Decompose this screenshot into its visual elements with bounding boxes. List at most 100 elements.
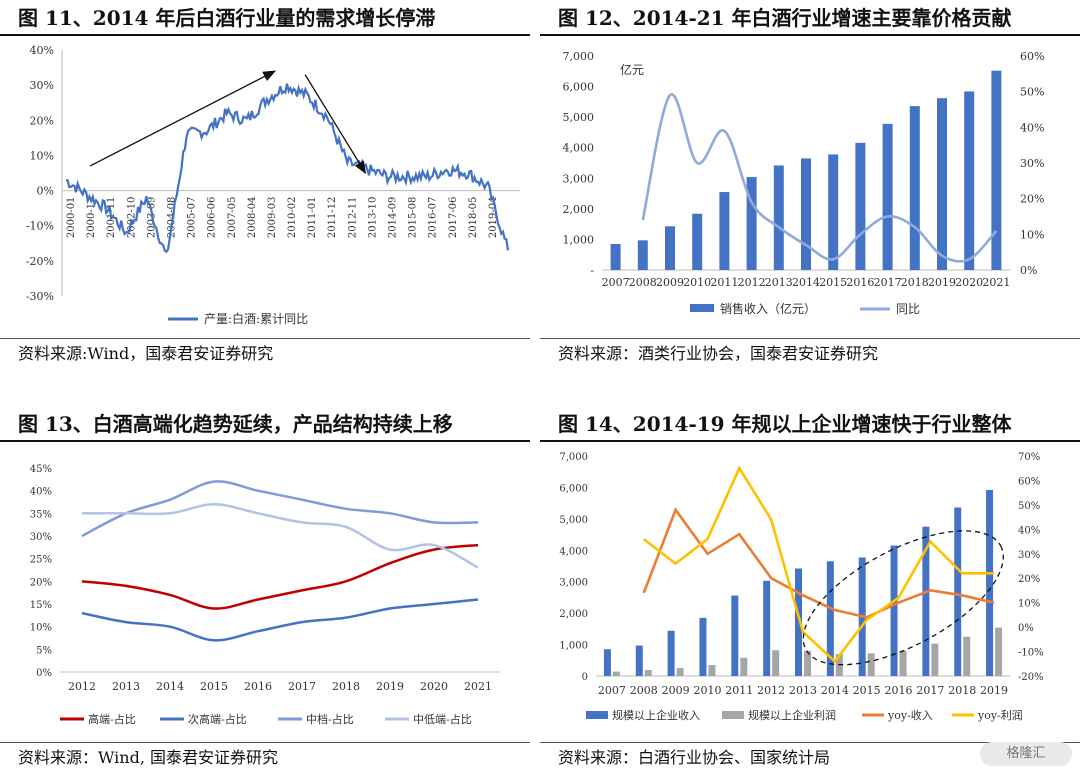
unit-label: 亿元 <box>620 62 644 77</box>
y-right-tick-label: -10% <box>1018 648 1044 659</box>
y-tick-label: 20% <box>30 577 52 588</box>
chart-title: 图 14、2014-19 年规以上企业增速快于行业整体 <box>540 406 1080 442</box>
x-tick-label: 2019 <box>928 276 956 289</box>
bar-profit <box>867 653 875 676</box>
bar-profit <box>804 650 811 676</box>
y-left-tick-label: 4,000 <box>563 142 595 155</box>
x-tick-label: 2012 <box>738 276 766 289</box>
x-tick-label: 2019 <box>376 680 404 693</box>
x-tick-label: 2021 <box>982 276 1010 289</box>
y-tick-label: 10% <box>30 149 54 162</box>
x-tick-label: 2016-07 <box>428 197 439 239</box>
bar-profit <box>995 627 1003 676</box>
chart-title: 图 11、2014 年后白酒行业量的需求增长停滞 <box>0 0 530 36</box>
x-tick-label: 2011-01 <box>307 197 318 239</box>
chart-title: 图 13、白酒高端化趋势延续，产品结构持续上移 <box>0 406 530 442</box>
bar-revenue <box>637 240 648 270</box>
x-tick-label: 2014 <box>792 276 820 289</box>
y-tick-label: 45% <box>30 464 52 475</box>
x-tick-label: 2018 <box>948 684 976 697</box>
y-tick-label: -20% <box>26 255 54 268</box>
y-tick-label: 15% <box>30 600 52 611</box>
y-right-tick-label: 20% <box>1018 574 1040 585</box>
bar-revenue <box>909 106 920 270</box>
series-line <box>81 480 479 538</box>
x-tick-label: 2013 <box>112 680 140 693</box>
y-left-tick-label: - <box>590 264 594 277</box>
y-tick-label: 30% <box>30 79 54 92</box>
y-left-tick-label: 6,000 <box>559 483 588 494</box>
x-tick-label: 2018 <box>332 680 360 693</box>
bar-revenue <box>795 568 802 676</box>
x-tick-label: 2018 <box>901 276 929 289</box>
chart-panel-4: 图 14、2014-19 年规以上企业增速快于行业整体 7,000 6,000 5,… <box>540 406 1080 774</box>
legend-label: 规模以上企业利润 <box>748 708 836 722</box>
y-right-tick-label: 0% <box>1018 623 1034 634</box>
y-left-tick-label: 5,000 <box>563 111 595 124</box>
x-tick-label: 2002-10 <box>126 197 137 239</box>
series-line <box>65 83 510 254</box>
y-right-tick-label: 20% <box>1020 193 1044 206</box>
y-tick-label: 5% <box>36 645 52 656</box>
x-tick-label: 2007-05 <box>227 197 238 239</box>
yoy-line <box>641 93 998 263</box>
legend-label: 次高端-占比 <box>188 712 247 726</box>
bar-profit <box>612 671 620 676</box>
bar-revenue <box>986 489 994 676</box>
legend-label: 高端-占比 <box>88 712 136 726</box>
legend-label: 中低端-占比 <box>413 712 472 726</box>
x-tick-label: 2015 <box>819 276 847 289</box>
x-tick-label: 2015-08 <box>408 197 419 239</box>
x-tick-label: 2012 <box>68 680 96 693</box>
y-tick-label: 40% <box>30 487 52 498</box>
legend-label: 规模以上企业收入 <box>612 708 700 722</box>
series-line <box>81 598 479 642</box>
y-tick-label: 10% <box>30 623 52 634</box>
highlight-ellipse <box>802 530 1004 666</box>
y-tick-label: 40% <box>30 44 54 57</box>
bar-revenue <box>665 226 675 270</box>
bar-profit <box>708 665 716 676</box>
x-tick-label: 2017 <box>916 684 944 697</box>
bar-revenue <box>937 98 947 270</box>
x-tick-label: 2017-06 <box>448 197 459 239</box>
chart-panel-1: 图 11、2014 年后白酒行业量的需求增长停滞 40% 30% 20% 10% 0% -… <box>0 0 530 372</box>
x-tick-label: 2014-09 <box>388 197 399 239</box>
x-tick-label: 2011 <box>725 684 753 697</box>
x-tick-label: 2016 <box>846 276 874 289</box>
y-right-tick-label: 40% <box>1018 525 1040 536</box>
x-tick-label: 2010-02 <box>287 197 298 239</box>
bar-revenue <box>603 649 611 676</box>
chart-panel-2: 图 12、2014-21 年白酒行业增速主要靠价格贡献 7,000 6,000 5,… <box>540 0 1080 372</box>
y-tick-label: 0% <box>37 185 54 198</box>
y-right-tick-label: 40% <box>1020 121 1044 134</box>
bar-profit <box>740 657 748 676</box>
x-tick-label: 2013 <box>789 684 817 697</box>
bar-revenue <box>635 645 643 676</box>
x-tick-label: 2014 <box>821 684 849 697</box>
x-tick-label: 2009 <box>656 276 684 289</box>
y-left-tick-label: 2,000 <box>563 203 595 216</box>
trend-arrow-up <box>89 70 277 167</box>
chart-canvas: 40% 30% 20% 10% 0% -10% -20% -30% 2000-01 2000-12… <box>26 44 520 326</box>
x-tick-label: 2008-04 <box>247 197 258 239</box>
x-tick-label: 2014 <box>156 680 184 693</box>
y-tick-label: 20% <box>30 114 54 127</box>
x-tick-label: 2012 <box>757 684 785 697</box>
x-tick-label: 2021 <box>464 680 492 693</box>
x-tick-label: 2009 <box>662 684 690 697</box>
chart-source: 资料来源：白酒行业协会、国家统计局 <box>540 742 1080 772</box>
bar-revenue <box>610 244 621 270</box>
chart-panel-3: 图 13、白酒高端化趋势延续，产品结构持续上移 45% 40% 35% 30% 25% 2… <box>0 406 530 774</box>
y-right-tick-label: 60% <box>1020 50 1044 63</box>
series-line <box>81 543 479 610</box>
y-right-tick-label: 30% <box>1018 550 1040 561</box>
bar-profit <box>931 643 939 676</box>
x-tick-label: 2000-12 <box>86 197 97 239</box>
y-left-tick-label: 6,000 <box>563 81 595 94</box>
x-tick-label: 2019 <box>980 684 1008 697</box>
y-right-tick-label: 0% <box>1020 264 1037 277</box>
x-tick-label: 2012-11 <box>347 197 358 239</box>
yoy-line <box>642 507 995 619</box>
x-tick-label: 2011 <box>710 276 738 289</box>
